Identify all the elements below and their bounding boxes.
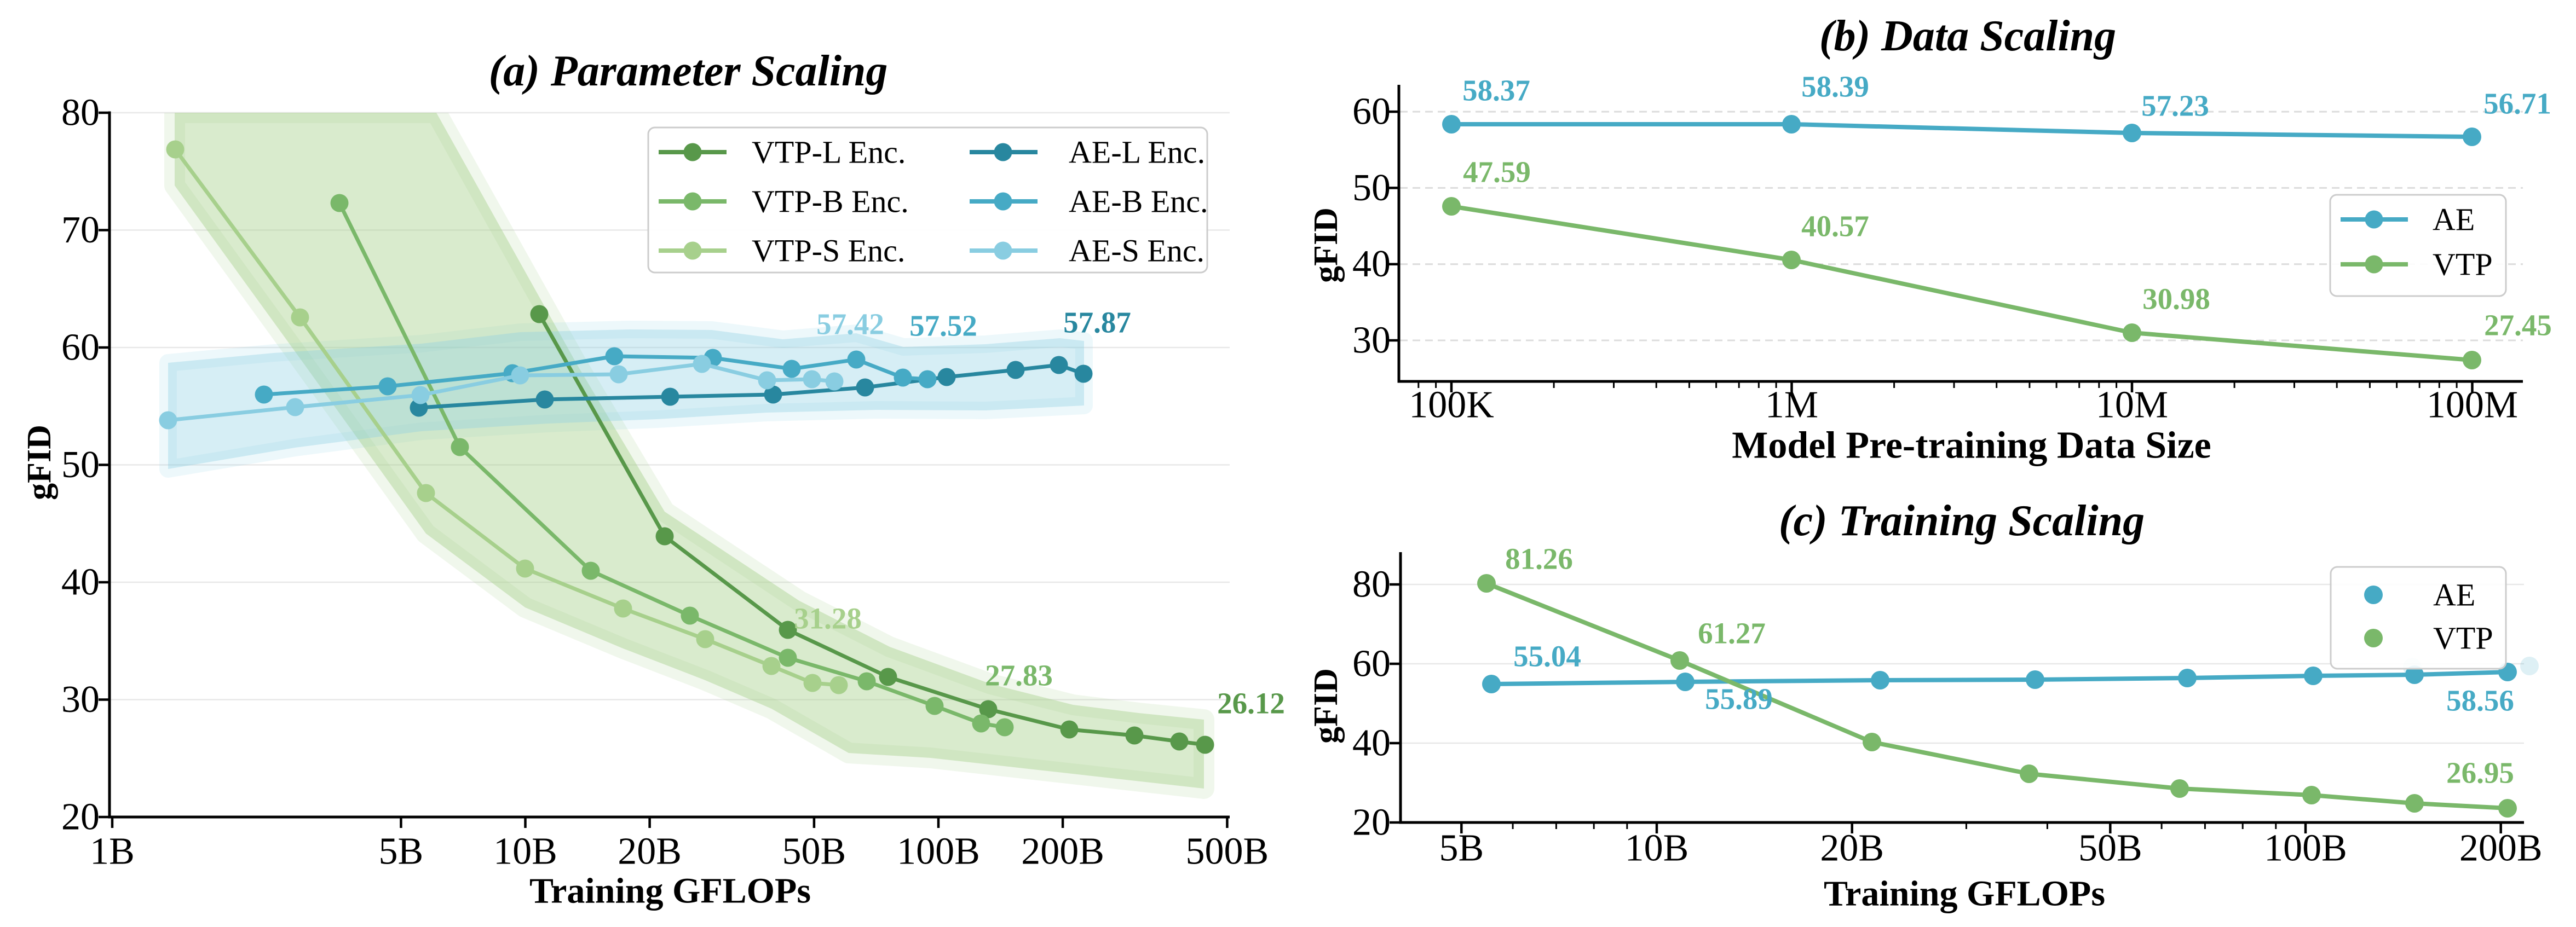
svg-text:1M: 1M [1765,384,1818,426]
svg-text:40: 40 [61,561,100,604]
svg-text:gFID: gFID [21,425,58,500]
svg-text:gFID: gFID [1307,207,1345,283]
svg-text:31.28: 31.28 [794,602,862,635]
svg-text:10B: 10B [493,831,557,873]
svg-text:20: 20 [61,796,100,838]
svg-text:60: 60 [1352,643,1391,685]
svg-text:VTP: VTP [2433,621,2493,656]
svg-text:5B: 5B [379,831,424,873]
svg-text:(c) Training Scaling: (c) Training Scaling [1779,497,2145,545]
svg-text:57.42: 57.42 [816,308,884,341]
svg-text:AE-S Enc.: AE-S Enc. [1069,233,1205,269]
svg-text:20B: 20B [618,831,682,873]
svg-text:80: 80 [61,92,100,134]
svg-text:40: 40 [1352,243,1391,285]
svg-text:100B: 100B [897,831,980,873]
svg-text:100M: 100M [2427,384,2518,426]
svg-text:40.57: 40.57 [1801,210,1869,243]
svg-text:26.95: 26.95 [2446,756,2514,790]
svg-text:50B: 50B [2078,827,2142,870]
svg-text:57.52: 57.52 [909,309,977,343]
svg-text:27.45: 27.45 [2484,309,2552,342]
svg-text:60: 60 [61,327,100,369]
svg-text:AE: AE [2433,202,2475,237]
svg-text:AE-L Enc.: AE-L Enc. [1069,135,1205,170]
svg-text:56.71: 56.71 [2483,87,2551,120]
svg-text:58.37: 58.37 [1462,74,1530,107]
svg-text:47.59: 47.59 [1463,155,1531,189]
svg-text:58.56: 58.56 [2446,684,2514,717]
svg-text:10M: 10M [2096,384,2168,426]
svg-text:500B: 500B [1186,831,1269,873]
svg-text:VTP: VTP [2433,247,2493,282]
svg-text:VTP-L Enc.: VTP-L Enc. [752,135,906,170]
svg-text:57.23: 57.23 [2141,89,2209,123]
svg-text:(a) Parameter Scaling: (a) Parameter Scaling [489,47,888,95]
svg-text:26.12: 26.12 [1217,687,1285,720]
svg-text:(b) Data Scaling: (b) Data Scaling [1819,12,2116,60]
svg-text:50B: 50B [782,831,846,873]
svg-text:AE-B Enc.: AE-B Enc. [1069,184,1208,219]
svg-text:60: 60 [1352,91,1391,133]
svg-text:Training GFLOPs: Training GFLOPs [1824,874,2105,914]
svg-text:1B: 1B [90,831,135,873]
svg-text:200B: 200B [1021,831,1104,873]
svg-text:30.98: 30.98 [2142,282,2210,316]
svg-text:5B: 5B [1439,827,1484,870]
svg-text:VTP-B Enc.: VTP-B Enc. [752,184,909,219]
svg-text:55.89: 55.89 [1705,682,1773,716]
svg-text:VTP-S Enc.: VTP-S Enc. [752,233,905,269]
svg-text:55.04: 55.04 [1513,640,1581,673]
svg-text:100B: 100B [2264,827,2347,870]
svg-text:Model Pre-training Data Size: Model Pre-training Data Size [1732,425,2211,467]
svg-text:61.27: 61.27 [1698,617,1766,650]
svg-text:40: 40 [1352,722,1391,764]
svg-text:50: 50 [61,444,100,486]
svg-text:30: 30 [1352,320,1391,362]
svg-text:200B: 200B [2459,827,2543,870]
svg-text:AE: AE [2433,577,2475,613]
svg-text:27.83: 27.83 [985,659,1053,692]
svg-text:81.26: 81.26 [1505,542,1573,576]
svg-text:Training GFLOPs: Training GFLOPs [529,871,811,911]
svg-text:70: 70 [61,209,100,251]
svg-text:100K: 100K [1409,384,1494,426]
svg-text:gFID: gFID [1307,668,1345,744]
svg-text:57.87: 57.87 [1063,306,1131,339]
svg-text:20: 20 [1352,802,1391,844]
svg-text:80: 80 [1352,564,1391,606]
svg-text:58.39: 58.39 [1801,70,1869,103]
svg-text:20B: 20B [1820,827,1884,870]
svg-text:50: 50 [1352,167,1391,209]
svg-text:10B: 10B [1625,827,1689,870]
svg-text:30: 30 [61,679,100,721]
